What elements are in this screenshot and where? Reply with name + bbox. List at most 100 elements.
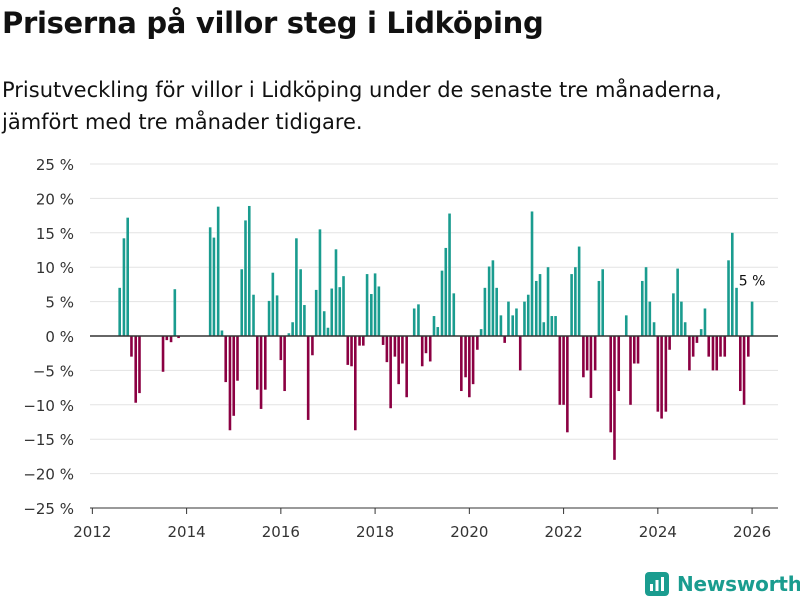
bar — [534, 280, 538, 336]
y-tick-label: −15 % — [23, 431, 74, 449]
bar — [224, 336, 228, 383]
bar — [342, 276, 345, 336]
y-tick-label: 5 % — [45, 294, 74, 312]
bar — [432, 316, 436, 336]
bar — [177, 336, 180, 339]
bar — [428, 336, 432, 362]
bar — [122, 238, 126, 336]
y-tick-label: −25 % — [23, 500, 74, 518]
x-tick-label: 2014 — [168, 523, 206, 541]
bar — [370, 294, 373, 336]
bar — [476, 336, 479, 350]
bar — [169, 336, 173, 343]
bar — [259, 336, 263, 409]
bar — [644, 267, 648, 336]
bar — [660, 336, 663, 419]
bar — [468, 336, 471, 398]
bar — [636, 336, 640, 364]
bar — [126, 217, 129, 336]
bar — [130, 336, 133, 357]
bar — [173, 289, 177, 336]
bar — [574, 267, 577, 336]
bar — [420, 336, 424, 367]
bar — [326, 327, 330, 336]
bar — [617, 336, 621, 392]
bar — [601, 269, 605, 336]
bar — [271, 272, 275, 336]
bar — [252, 294, 255, 336]
bar — [287, 333, 291, 336]
bar — [593, 336, 597, 371]
bar — [385, 336, 389, 363]
bar — [715, 336, 719, 371]
bar — [523, 301, 526, 336]
bar — [311, 336, 314, 356]
bar — [440, 270, 444, 336]
bar — [436, 327, 440, 336]
y-tick-label: −10 % — [23, 397, 74, 415]
bar — [676, 268, 679, 336]
bar — [609, 336, 613, 433]
bar — [648, 301, 652, 336]
bar — [412, 308, 416, 336]
bar — [358, 336, 361, 346]
bar — [742, 336, 746, 405]
bar — [664, 336, 668, 412]
bar — [735, 287, 738, 336]
bar — [723, 336, 727, 357]
y-axis-ticks: 25 % 20 % 15 % 10 % 5 % 0 % −5 % −10 % −15 % −20 … — [23, 156, 74, 518]
y-tick-label: 20 % — [36, 190, 74, 208]
bar — [538, 274, 542, 336]
bar — [161, 336, 165, 372]
bar — [291, 322, 294, 336]
bar — [613, 336, 616, 460]
bar — [232, 336, 236, 416]
bar — [585, 336, 589, 371]
bar — [464, 336, 467, 378]
bar — [597, 280, 601, 336]
bar — [683, 322, 687, 336]
bars — [118, 205, 754, 460]
y-tick-label: 15 % — [36, 225, 74, 243]
bar — [554, 316, 557, 336]
bar — [471, 336, 475, 385]
bar — [487, 266, 491, 336]
bar — [652, 322, 656, 336]
bar — [279, 336, 283, 361]
bar — [640, 280, 644, 336]
bar — [275, 295, 279, 336]
bar — [452, 293, 456, 336]
bar — [118, 287, 121, 336]
subtitle-line-2: jämfört med tre månader tidigare. — [2, 110, 363, 134]
bar — [377, 286, 381, 336]
bar — [629, 336, 632, 405]
bar — [589, 336, 593, 398]
bar — [267, 300, 271, 336]
brand-name: Newsworthy — [677, 572, 800, 596]
bar — [263, 336, 267, 390]
x-tick-label: 2020 — [450, 523, 488, 541]
bar — [503, 336, 506, 343]
bar — [424, 336, 428, 354]
newsworthy-logo-icon — [645, 572, 669, 596]
bar — [365, 274, 369, 336]
bar — [448, 213, 451, 336]
chart-subtitle: Prisutveckling för villor i Lidköping un… — [2, 74, 782, 138]
bar — [499, 315, 503, 336]
bar — [350, 336, 353, 367]
bar — [558, 336, 562, 405]
bar — [562, 336, 565, 405]
bar — [566, 336, 569, 433]
bar — [295, 238, 298, 336]
bar — [491, 260, 495, 336]
bar — [632, 336, 636, 364]
newsworthy-logo: Newsworthy — [645, 569, 800, 599]
bar — [314, 289, 318, 336]
bar — [322, 311, 326, 336]
bar — [212, 237, 216, 336]
bar — [546, 267, 550, 336]
chart-title: Priserna på villor steg i Lidköping — [2, 6, 544, 40]
bar — [507, 301, 510, 336]
bar — [730, 232, 734, 336]
